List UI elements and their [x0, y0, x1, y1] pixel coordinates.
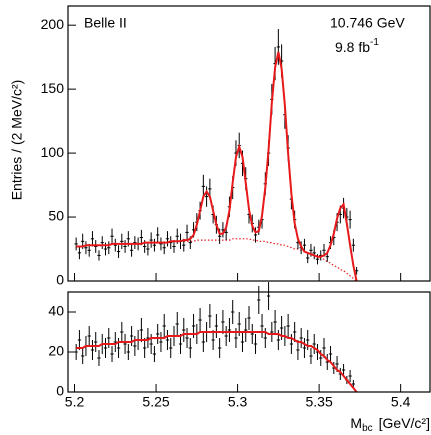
x-tick-label: 5.4 [391, 394, 411, 410]
luminosity-label: 9.8 fb-1 [335, 37, 379, 55]
y-tick-label: 100 [41, 144, 65, 160]
plot-frame [67, 291, 431, 393]
fit-curve [76, 51, 358, 282]
experiment-label: Belle II [84, 15, 127, 31]
x-tick-label: 5.35 [305, 394, 332, 410]
plot-frame [67, 5, 431, 282]
y-tick-label: 20 [48, 343, 64, 359]
y-axis-label: Entries / (2 MeV/c²) [9, 80, 25, 201]
x-tick-label: 5.25 [142, 394, 169, 410]
y-tick-label: 150 [41, 80, 65, 96]
x-tick-label: 5.2 [65, 394, 85, 410]
luminosity-exponent: -1 [370, 37, 379, 48]
background-curve [76, 238, 357, 282]
y-tick-label: 200 [41, 16, 65, 32]
x-tick-label: 5.3 [228, 394, 248, 410]
x-label-sub: bc [362, 423, 373, 434]
fit-curve [76, 331, 358, 393]
x-label-main: M [350, 415, 362, 431]
luminosity-text: 9.8 fb [335, 39, 370, 55]
y-tick-label: 0 [56, 383, 64, 399]
energy-label: 10.746 GeV [330, 15, 405, 31]
y-tick-label: 0 [56, 272, 64, 288]
x-label-unit: [GeV/c²] [379, 415, 430, 431]
y-tick-label: 40 [48, 303, 64, 319]
x-axis-label: Mbc [GeV/c²] [350, 415, 430, 434]
y-tick-label: 50 [48, 208, 64, 224]
